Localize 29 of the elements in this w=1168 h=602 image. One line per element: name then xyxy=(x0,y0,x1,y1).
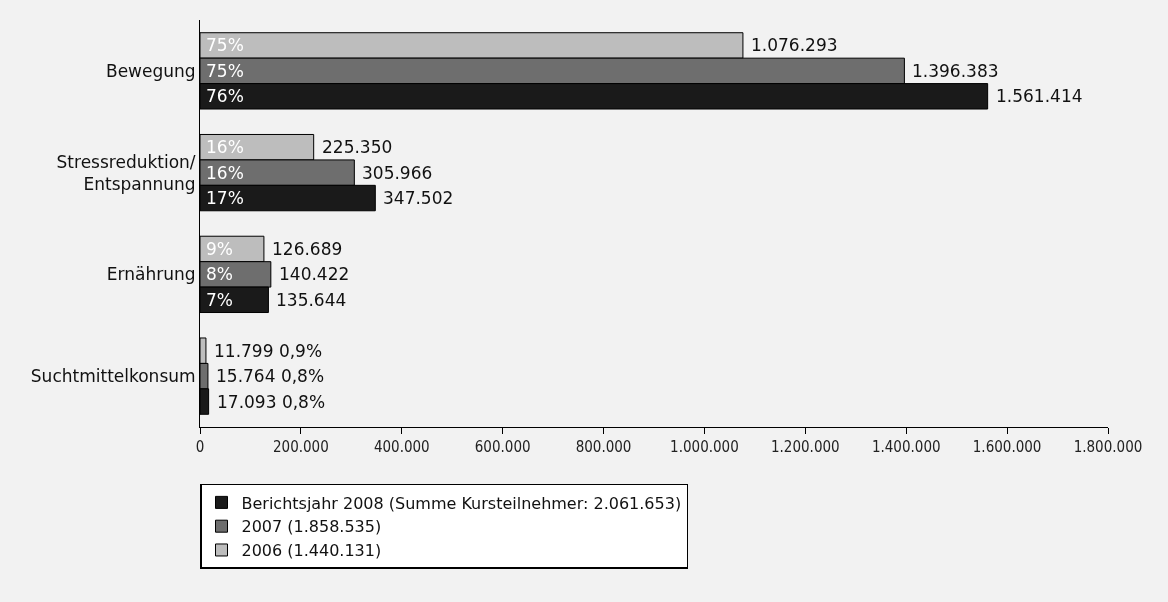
text: 16% 305.966 xyxy=(206,163,433,183)
legend-label: 2007 (1.858.535) xyxy=(241,517,382,537)
x-tick-label: 400.000 xyxy=(373,438,430,456)
data-label: 11.799 0,9% xyxy=(214,341,323,361)
y-tick-label: Ernährung xyxy=(106,264,196,285)
x-tick-label: 600.000 xyxy=(474,438,531,456)
text: 76% 1.561.414 xyxy=(206,86,1083,106)
legend-label: 2006 (1.440.131) xyxy=(241,541,382,561)
text: 75% 1.396.383 xyxy=(206,61,999,81)
text: 16% 225.350 xyxy=(206,137,393,157)
text: 75% 1.076.293 xyxy=(206,35,838,55)
x-tick-label: 1.800.000 xyxy=(1073,438,1143,456)
y-tick-label: Suchtmittelkonsum xyxy=(30,366,196,387)
x-tick-label: 1.600.000 xyxy=(972,438,1042,456)
text: 8% 140.422 xyxy=(206,264,350,284)
x-tick-label: 200.000 xyxy=(272,438,329,456)
legend-label: Berichtsjahr 2008 (Summe Kursteilnehmer: 2.061.653) xyxy=(241,493,682,513)
data-label: 17.093 0,8% xyxy=(217,392,326,412)
y-tick-label: Bewegung xyxy=(105,60,196,81)
x-tick-label: 800.000 xyxy=(575,438,632,456)
x-tick-label: 1.000.000 xyxy=(670,438,739,456)
text: 7% 135.644 xyxy=(206,290,347,310)
text: 9% 126.689 xyxy=(206,239,343,259)
x-tick-label: 1.200.000 xyxy=(770,438,840,456)
x-tick-label: 0 xyxy=(195,438,205,456)
x-tick-label: 1.400.000 xyxy=(871,438,941,456)
text: 17% 347.502 xyxy=(206,188,454,208)
y-tick-label: Stressreduktion/ Entspannung xyxy=(56,151,196,194)
data-label: 15.764 0,8% xyxy=(216,366,325,386)
